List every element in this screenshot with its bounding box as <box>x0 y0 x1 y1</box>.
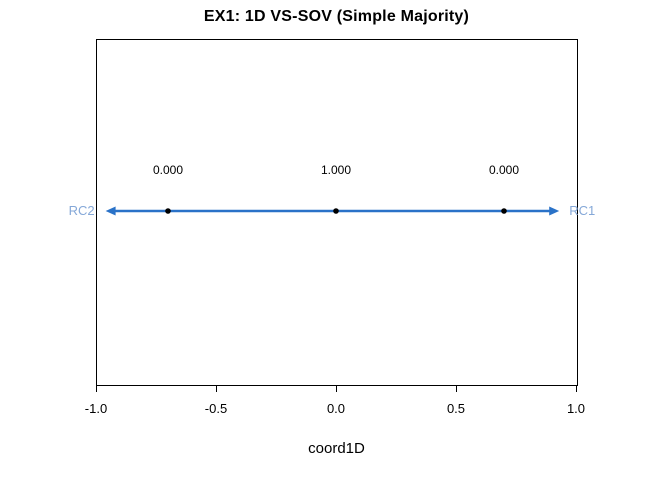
chart-title: EX1: 1D VS-SOV (Simple Majority) <box>203 8 470 25</box>
x-tick-label: -0.5 <box>204 401 228 416</box>
point-value-label: 1.000 <box>320 163 352 177</box>
x-tick-label: 0.0 <box>326 401 346 416</box>
point-value-label: 0.000 <box>488 163 520 177</box>
x-tick-label: 0.5 <box>446 401 466 416</box>
rollcall-label-rc2: RC2 <box>68 203 95 218</box>
x-tick-label: -1.0 <box>84 401 108 416</box>
point-value-label: 0.000 <box>152 163 184 177</box>
rollcall-label-rc1: RC1 <box>569 203 596 218</box>
x-axis-label: coord1D <box>308 440 365 457</box>
x-tick-label: 1.0 <box>566 401 586 416</box>
plot-box <box>96 39 578 386</box>
